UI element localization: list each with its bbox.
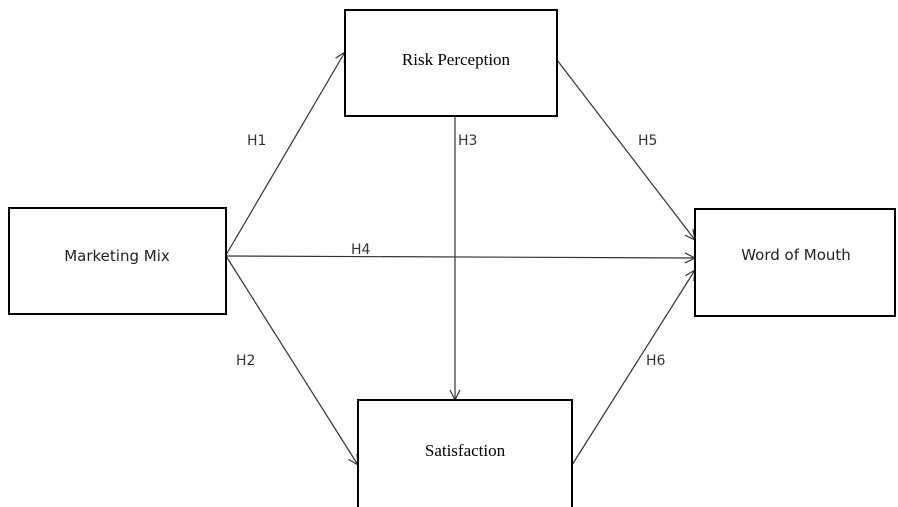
node-box — [694, 208, 896, 317]
edge-label: H5 — [638, 133, 657, 149]
edge-label: H2 — [236, 353, 255, 369]
node-label: Satisfaction — [425, 441, 506, 460]
node-label: Marketing Mix — [64, 247, 170, 265]
node-box — [344, 9, 558, 117]
edge-label: H1 — [247, 133, 266, 149]
node-box — [357, 399, 573, 507]
edge-label: H3 — [458, 133, 477, 149]
edge-label: H4 — [351, 242, 371, 258]
edge-arrow — [225, 256, 695, 258]
edge-arrow — [571, 270, 695, 466]
edge-label: H6 — [646, 353, 666, 369]
node-box — [8, 207, 227, 315]
node-label: Word of Mouth — [741, 246, 851, 264]
edge-arrow — [556, 59, 695, 240]
edge-arrow — [225, 255, 358, 465]
edge-arrow — [225, 52, 345, 256]
node-label: Risk Perception — [402, 50, 511, 69]
